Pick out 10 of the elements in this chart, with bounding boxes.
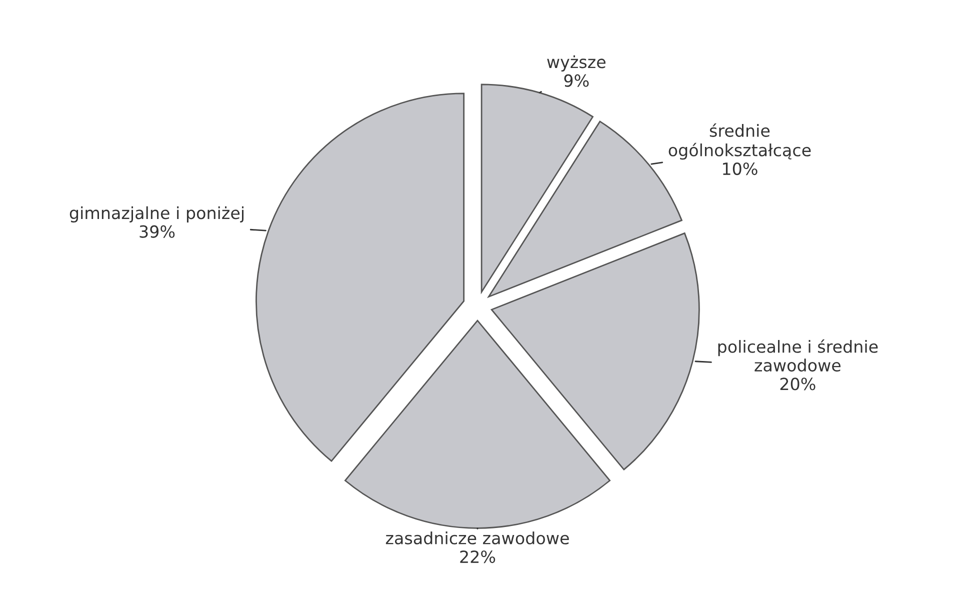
data-label: 9% xyxy=(564,74,589,87)
slice-label: gimnazjalne i poniżej xyxy=(70,206,244,222)
data-label: 39% xyxy=(140,225,175,238)
slice-label: średnie ogólnokształcące xyxy=(668,123,811,160)
slice-label: wyższe xyxy=(547,55,606,72)
slice-label: policealne i średnie zawodowe xyxy=(718,339,878,372)
data-label: 22% xyxy=(460,550,496,564)
slice-label: zasadnicze zawodowe xyxy=(386,532,569,544)
data-label: 10% xyxy=(723,162,758,176)
data-label: 20% xyxy=(780,378,816,390)
